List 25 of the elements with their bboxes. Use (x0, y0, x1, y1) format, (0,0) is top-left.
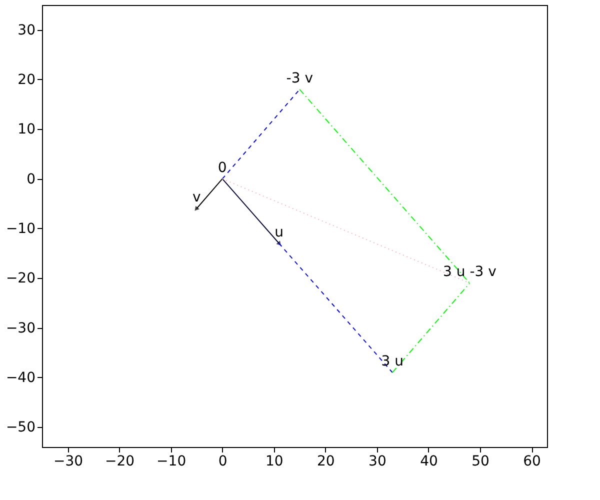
annotation: v (192, 190, 201, 206)
x-tick-label: 10 (265, 454, 284, 470)
y-tick-label: −20 (6, 270, 36, 287)
y-tick-label: −50 (6, 420, 36, 436)
y-tick-label: 20 (18, 72, 36, 88)
y-tick-label: −10 (6, 220, 36, 237)
x-tick-label: 50 (472, 454, 490, 470)
y-tick-label: −40 (6, 370, 36, 386)
annotation: 3 u -3 v (443, 264, 496, 280)
y-tick-label: 0 (26, 171, 36, 188)
x-tick-label: −10 (156, 454, 186, 470)
x-tick-label: −30 (53, 454, 84, 470)
x-tick-label: 20 (317, 454, 335, 470)
annotation: -3 v (286, 70, 314, 86)
y-tick-label: 30 (18, 22, 36, 38)
x-tick-label: 60 (523, 454, 541, 470)
x-tick-label: −20 (105, 454, 135, 470)
x-tick-label: 30 (368, 454, 386, 470)
y-tick-label: 10 (18, 122, 36, 138)
y-tick-label: −30 (6, 320, 36, 336)
x-tick-label: 40 (420, 454, 438, 470)
x-tick-label: 0 (218, 454, 228, 470)
annotation: 0 (218, 160, 227, 176)
annotation: 3 u (381, 354, 404, 370)
annotation: u (274, 224, 284, 240)
